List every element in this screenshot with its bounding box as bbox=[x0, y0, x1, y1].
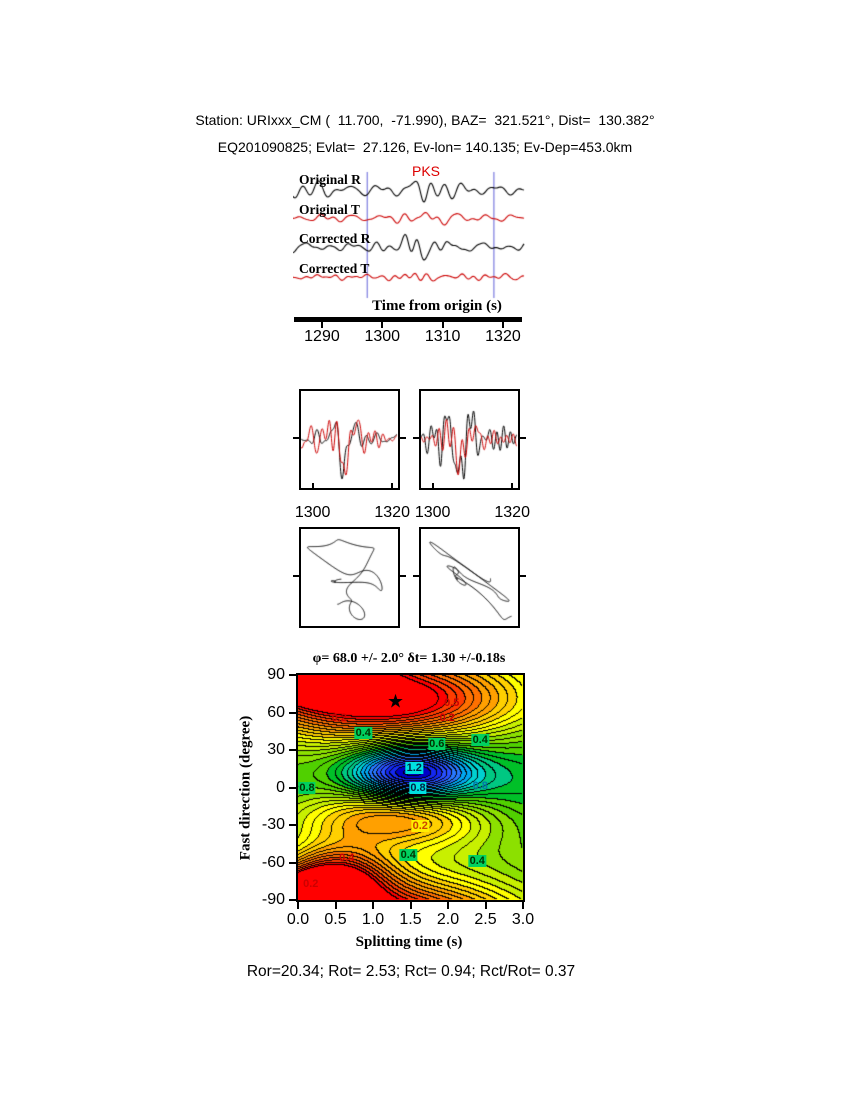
box-axis-tick-label: 1300 bbox=[414, 504, 451, 521]
trace-label-corrected-r: Corrected R bbox=[299, 231, 371, 246]
contour-y-tick bbox=[289, 824, 296, 826]
box-axis-tick bbox=[311, 483, 314, 488]
time-axis-tick bbox=[381, 322, 384, 328]
waveform-overlay-box-left bbox=[293, 389, 406, 490]
edge-tick bbox=[293, 437, 299, 439]
box-axis-tick-label: 1320 bbox=[494, 504, 530, 521]
contour-x-tick bbox=[447, 902, 449, 909]
contour-y-tick bbox=[289, 711, 296, 714]
contour-y-tick bbox=[289, 786, 296, 789]
contour-x-tick bbox=[334, 902, 337, 909]
trace-label-original-t: Original T bbox=[299, 202, 360, 217]
time-axis-tick bbox=[320, 322, 323, 328]
time-axis-tick bbox=[441, 322, 444, 328]
contour-y-tick-label: -30 bbox=[261, 816, 285, 833]
time-axis-tick bbox=[501, 322, 504, 328]
contour-value-label: 0.8 bbox=[298, 781, 316, 794]
contour-x-tick bbox=[409, 902, 412, 909]
box-axis-tick bbox=[391, 483, 394, 488]
time-axis-bar bbox=[294, 317, 522, 322]
contour-y-tick-label: 0 bbox=[276, 778, 285, 796]
contour-value-label: 0.8 bbox=[472, 780, 488, 793]
particle-motion-box-right bbox=[413, 527, 526, 628]
contour-x-tick bbox=[372, 902, 374, 909]
particle-motion-canvas bbox=[301, 529, 398, 626]
contour-x-tick-label: 3.0 bbox=[511, 911, 535, 928]
trace-label-original-r: Original R bbox=[299, 172, 361, 187]
edge-tick bbox=[413, 575, 419, 577]
contour-x-tick-label: 1.5 bbox=[399, 911, 422, 928]
seismogram-panel: PKS Original R Original T Corrected R Co… bbox=[293, 163, 525, 383]
seismogram-traces-canvas bbox=[293, 168, 525, 303]
contour-y-tick-label: -60 bbox=[261, 853, 285, 871]
time-axis-title: Time from origin (s) bbox=[372, 298, 502, 314]
contour-x-tick-label: 1.0 bbox=[361, 911, 385, 928]
trace-label-corrected-t: Corrected T bbox=[299, 261, 370, 276]
contour-value-label: 0.4 bbox=[468, 855, 486, 868]
particle-motion-canvas bbox=[421, 529, 518, 626]
contour-value-label: 0.2 bbox=[411, 820, 429, 833]
contour-x-tick-label: 0.0 bbox=[286, 911, 310, 928]
contour-value-label: 0.2 bbox=[303, 877, 319, 890]
waveform-overlay-canvas bbox=[421, 391, 518, 488]
contour-x-tick-label: 2.0 bbox=[436, 911, 460, 928]
edge-tick bbox=[400, 437, 406, 439]
contour-y-tick-label: 30 bbox=[267, 741, 285, 758]
best-solution-star-icon: ★ bbox=[386, 691, 405, 713]
edge-tick bbox=[293, 575, 299, 577]
event-info-line: EQ201090825; Evlat= 27.126, Ev-lon= 140.… bbox=[217, 139, 633, 155]
contour-y-tick-label: 60 bbox=[267, 703, 285, 721]
contour-x-tick bbox=[297, 902, 299, 909]
station-info-line: Station: URIxxx_CM ( 11.700, -71.990), B… bbox=[195, 112, 655, 128]
waveform-overlay-box-right bbox=[413, 389, 526, 490]
contour-y-tick bbox=[289, 899, 296, 901]
contour-value-label: 0.2 bbox=[439, 711, 455, 724]
splitting-result-title: φ= 68.0 +/- 2.0° δt= 1.30 +/-0.18s bbox=[312, 651, 506, 666]
contour-x-axis-label: Splitting time (s) bbox=[355, 934, 463, 950]
contour-value-label: 0.2 bbox=[331, 711, 347, 724]
quality-metrics-line: Ror=20.34; Rot= 2.53; Rct= 0.94; Rct/Rot… bbox=[246, 963, 576, 980]
edge-tick bbox=[520, 437, 526, 439]
contour-value-label: 0.4 bbox=[471, 734, 489, 746]
time-axis-tick-label: 1310 bbox=[424, 328, 461, 345]
contour-y-tick bbox=[289, 861, 296, 864]
contour-y-tick-label: 90 bbox=[267, 666, 285, 683]
time-axis-tick-label: 1320 bbox=[485, 328, 521, 345]
phase-pks-label: PKS bbox=[412, 163, 441, 179]
contour-plot: ★ 0.2 0.5 0.2 0.4 0.6 0.4 1.2 0.8 0.8 0.8 0.2 0.4 0.… bbox=[296, 673, 525, 902]
box-axis-tick-label: 1320 bbox=[374, 504, 410, 521]
box-axis-tick bbox=[431, 483, 434, 488]
time-axis-tick-label: 1290 bbox=[304, 328, 340, 345]
box-axis-tick bbox=[511, 483, 514, 488]
time-axis-tick-label: 1300 bbox=[364, 328, 401, 345]
edge-tick bbox=[400, 575, 406, 577]
contour-y-tick bbox=[289, 674, 296, 676]
box-axis-tick-label: 1300 bbox=[294, 504, 331, 521]
contour-value-label: 0.4 bbox=[399, 849, 417, 861]
contour-x-tick-label: 0.5 bbox=[324, 911, 347, 928]
contour-y-tick bbox=[289, 749, 296, 751]
contour-value-label: 0.4 bbox=[354, 726, 372, 739]
contour-value-label: 0.5 bbox=[444, 696, 460, 709]
contour-value-label: 0.4 bbox=[339, 851, 355, 864]
contour-y-tick-label: -90 bbox=[261, 891, 285, 908]
edge-tick bbox=[413, 437, 419, 439]
contour-x-tick bbox=[484, 902, 487, 909]
contour-x-tick-label: 2.5 bbox=[474, 911, 497, 928]
edge-tick bbox=[520, 575, 526, 577]
contour-value-label: 0.8 bbox=[409, 781, 427, 794]
waveform-overlay-canvas bbox=[301, 391, 398, 488]
contour-x-tick bbox=[522, 902, 524, 909]
contour-value-label: 0.6 bbox=[428, 737, 446, 750]
contour-value-label: 1.2 bbox=[405, 761, 423, 774]
particle-motion-box-left bbox=[293, 527, 406, 628]
